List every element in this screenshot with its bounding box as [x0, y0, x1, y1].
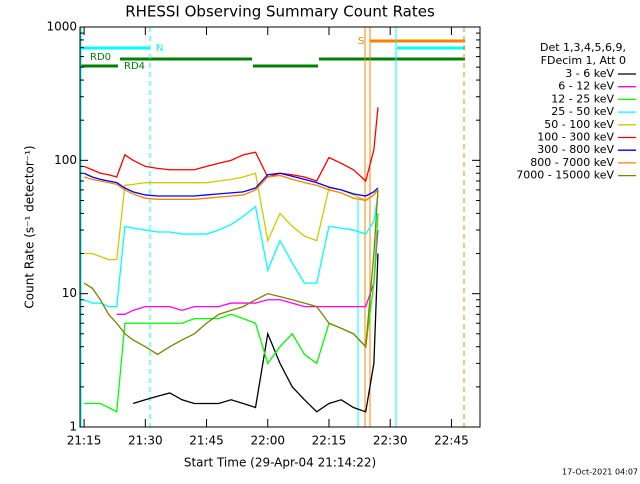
x-axis-label: Start Time (29-Apr-04 21:14:22) — [184, 456, 376, 470]
legend-label: 50 - 100 keV — [544, 118, 614, 131]
series-line — [83, 107, 379, 183]
x-tick-label: 22:15 — [312, 434, 347, 448]
annotation: S — [358, 36, 364, 47]
legend-label: 800 - 7000 keV — [530, 156, 614, 169]
y-tick-label: 1000 — [46, 20, 77, 34]
y-axis-label: Count Rate (s⁻¹ detector⁻¹) — [23, 145, 37, 308]
annotation: N — [156, 43, 163, 54]
legend-label: 3 - 6 keV — [565, 67, 614, 80]
plot-frame — [79, 26, 481, 428]
x-tick-label: 22:00 — [250, 434, 285, 448]
series-line — [83, 174, 379, 202]
series-line — [132, 253, 379, 413]
x-tick-label: 22:45 — [434, 434, 469, 448]
legend-header: FDecim 1, Att 0 — [541, 54, 626, 67]
series-line — [83, 189, 379, 356]
x-tick-label: 21:15 — [67, 434, 102, 448]
annotation: RD4 — [124, 61, 145, 72]
legend-label: 100 - 300 keV — [537, 131, 614, 144]
series-line — [83, 194, 379, 308]
footer: 17-Oct-2021 04:07 — [562, 468, 638, 477]
legend-label: 25 - 50 keV — [551, 105, 614, 118]
legend-label: 7000 - 15000 keV — [516, 169, 614, 182]
x-tick-label: 21:45 — [189, 434, 224, 448]
series-line — [83, 172, 379, 197]
annotation: RD0 — [90, 52, 111, 63]
flag-bars — [80, 39, 465, 68]
y-tick-label: 100 — [54, 153, 77, 167]
chart-title: RHESSI Observing Summary Count Rates — [125, 3, 435, 21]
y-tick-label: 10 — [62, 286, 77, 300]
legend-header: Det 1,3,4,5,6,9, — [540, 41, 626, 54]
legend-label: 300 - 800 keV — [537, 143, 614, 156]
legend-label: 12 - 25 keV — [551, 92, 614, 105]
x-tick-label: 22:30 — [373, 434, 408, 448]
x-tick-label: 21:30 — [128, 434, 163, 448]
legend-label: 6 - 12 keV — [558, 80, 614, 93]
y-tick-label: 1 — [69, 420, 77, 434]
